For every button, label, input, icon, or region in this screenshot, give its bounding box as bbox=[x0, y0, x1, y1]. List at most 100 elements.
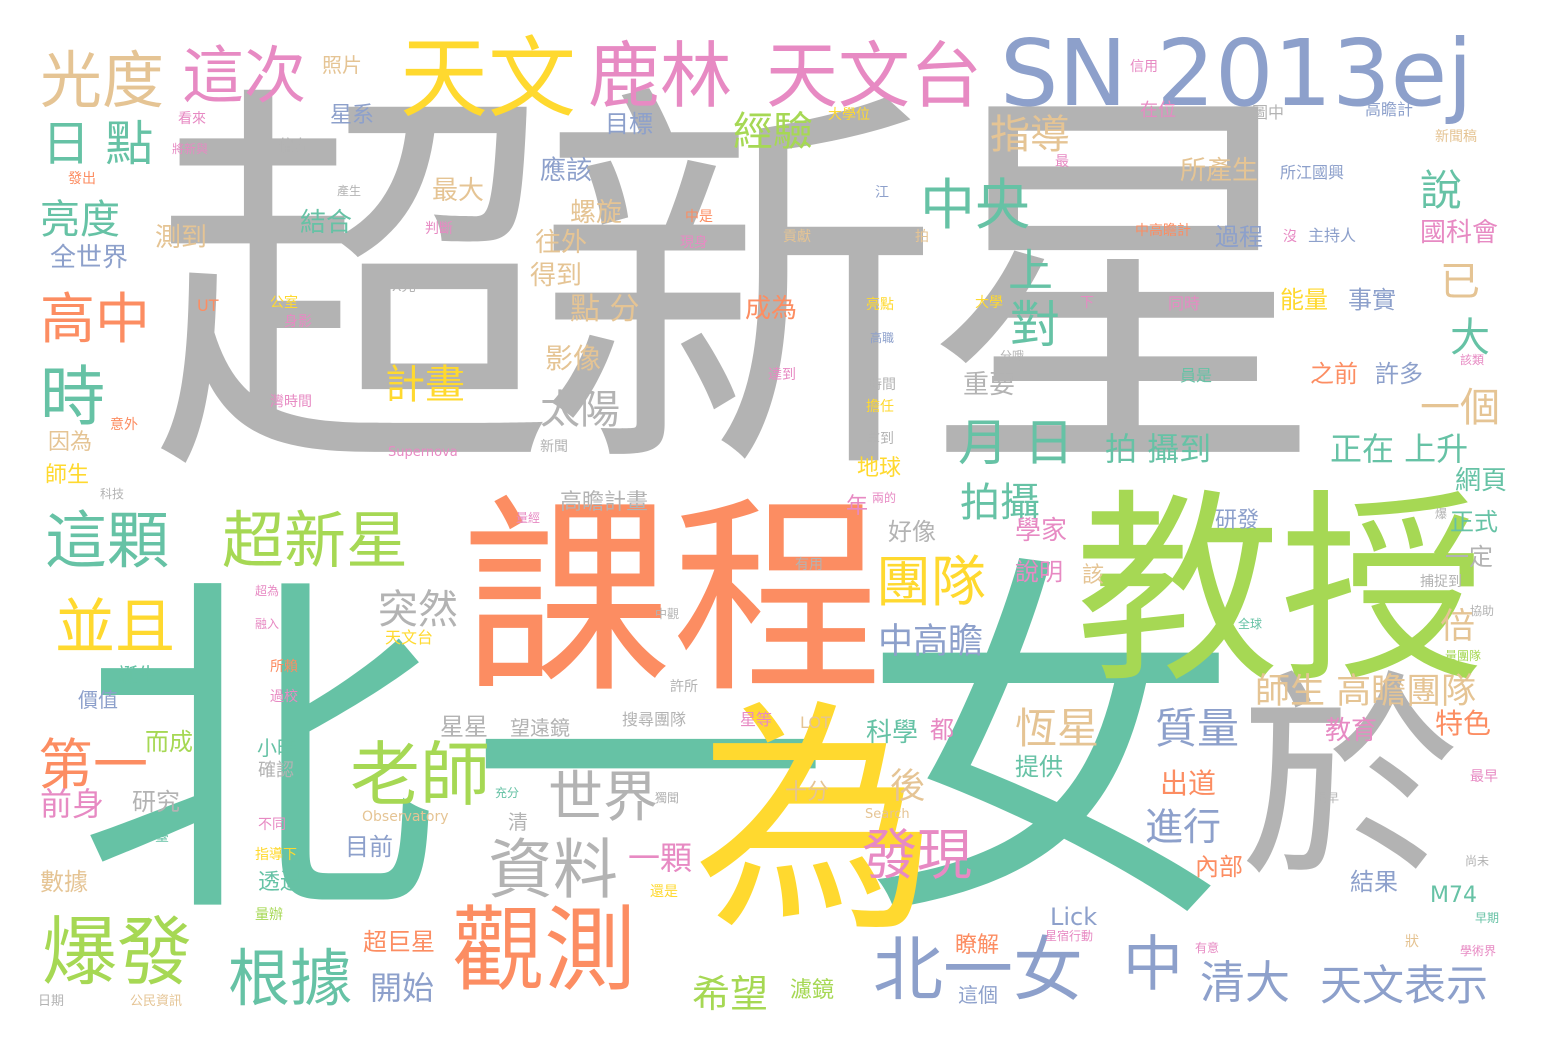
word: 量經 bbox=[516, 511, 541, 525]
word: 月 日 bbox=[958, 414, 1074, 472]
word: 協助 bbox=[1470, 604, 1495, 618]
word: 而成 bbox=[145, 728, 193, 756]
word: 對 bbox=[1010, 296, 1060, 354]
word: 看來 bbox=[178, 111, 206, 127]
word: LOT bbox=[800, 713, 831, 732]
word: 研究 bbox=[132, 788, 180, 816]
word: 得到 bbox=[530, 261, 583, 291]
word: 拍 bbox=[915, 229, 929, 245]
word: 教授 bbox=[1075, 473, 1485, 711]
word: 指導 bbox=[990, 112, 1070, 158]
word: 日期 bbox=[38, 994, 65, 1009]
word: 測到 bbox=[155, 223, 208, 253]
word: 質量 bbox=[1155, 704, 1240, 753]
word: X光 bbox=[392, 279, 416, 295]
word: 進行 bbox=[1145, 805, 1222, 849]
word: 世界 bbox=[548, 765, 659, 829]
word: 過程 bbox=[1215, 223, 1263, 251]
word: 亮點 bbox=[866, 297, 894, 313]
word: 高職 bbox=[870, 331, 895, 345]
word: 臺 bbox=[155, 829, 169, 845]
word: 獨聞 bbox=[655, 791, 680, 805]
word: 發現 bbox=[862, 823, 973, 887]
word: 江 bbox=[875, 185, 889, 201]
word: 亮度 bbox=[40, 197, 120, 243]
word: 拍攝 bbox=[960, 480, 1040, 526]
word: 主持人 bbox=[1308, 226, 1357, 245]
word: 清大 bbox=[1200, 956, 1291, 1009]
word: 開始 bbox=[370, 969, 435, 1007]
word: 天文台 bbox=[385, 628, 434, 647]
word: 事實 bbox=[1348, 286, 1396, 314]
word: 教育 bbox=[1325, 716, 1378, 746]
word: 拿到 bbox=[866, 431, 894, 447]
word: 已 bbox=[1440, 259, 1480, 305]
word: 這顆 bbox=[45, 504, 170, 577]
word: 超新星 bbox=[222, 504, 409, 577]
word: 透過 bbox=[258, 870, 303, 895]
word: 許多 bbox=[1375, 360, 1423, 388]
word: 大學位 bbox=[828, 107, 870, 123]
word: 師生 高瞻團隊 bbox=[1255, 672, 1477, 712]
word: Supernova bbox=[388, 445, 458, 460]
word: 結果 bbox=[1350, 868, 1398, 896]
word: 達到 bbox=[768, 367, 796, 383]
word: 並且 bbox=[55, 593, 175, 663]
word: 研發 bbox=[1215, 508, 1260, 533]
word: 內部 bbox=[1195, 853, 1243, 881]
word: 天文台 bbox=[766, 34, 983, 118]
word: 捕捉到 bbox=[1420, 574, 1462, 590]
word: 分哦 bbox=[1000, 349, 1025, 363]
word: 意外 bbox=[110, 417, 138, 433]
word: 恆星 bbox=[1015, 704, 1100, 753]
word: 高瞻計畫 bbox=[560, 490, 649, 515]
word: 女 bbox=[860, 528, 1240, 971]
word: 這次 bbox=[182, 39, 307, 112]
word: 這個 bbox=[958, 983, 998, 1007]
word: 根據 bbox=[228, 942, 353, 1015]
word: 有意 bbox=[1195, 941, 1220, 955]
word: 高中 bbox=[40, 287, 151, 351]
word: 於 bbox=[1240, 652, 1461, 908]
word: 目前 bbox=[345, 833, 393, 861]
word: 身影 bbox=[284, 314, 312, 330]
word: 價值 bbox=[78, 688, 118, 712]
word: 學家 bbox=[1015, 516, 1068, 546]
word: 突然 bbox=[378, 587, 458, 633]
word: 往外 bbox=[535, 228, 588, 258]
word: 中高瞻 bbox=[878, 622, 984, 662]
word: 資料 bbox=[488, 833, 619, 908]
word: 一 bbox=[470, 560, 830, 979]
word: 前身 bbox=[40, 785, 105, 823]
word: 課程 bbox=[462, 477, 883, 722]
word: 超新星 bbox=[150, 54, 1325, 526]
word: 特色 bbox=[1435, 707, 1492, 740]
word: 超巨星 bbox=[363, 928, 435, 956]
word: 還是 bbox=[650, 884, 678, 900]
word: 十分 bbox=[785, 780, 830, 805]
word: 能量 bbox=[1280, 286, 1328, 314]
word: 科技 bbox=[100, 487, 125, 501]
word: 天文 bbox=[400, 27, 577, 130]
word: 大學 bbox=[975, 295, 1003, 311]
word: 狀 bbox=[1405, 934, 1419, 950]
word: 有用 bbox=[795, 557, 823, 573]
word: 充分 bbox=[495, 786, 520, 800]
word: 照片 bbox=[322, 53, 362, 77]
word: 團隊 bbox=[876, 550, 987, 614]
word: 經驗 bbox=[733, 109, 813, 155]
word: 北一女 bbox=[873, 929, 1083, 1011]
word: 下 bbox=[1080, 295, 1094, 311]
word: 量團隊 bbox=[1445, 649, 1482, 663]
word: 一顆 bbox=[628, 839, 693, 877]
word: 中觀 bbox=[655, 607, 680, 621]
word: 沒 bbox=[1283, 229, 1297, 245]
word: Observatory bbox=[362, 809, 449, 825]
word: 成為 bbox=[745, 294, 798, 324]
word: 小時 bbox=[257, 736, 297, 760]
word: 量辦 bbox=[255, 907, 283, 923]
word: 所賴 bbox=[270, 659, 298, 675]
word: 正式 bbox=[1450, 508, 1498, 536]
word: 觀測 bbox=[452, 897, 637, 1004]
